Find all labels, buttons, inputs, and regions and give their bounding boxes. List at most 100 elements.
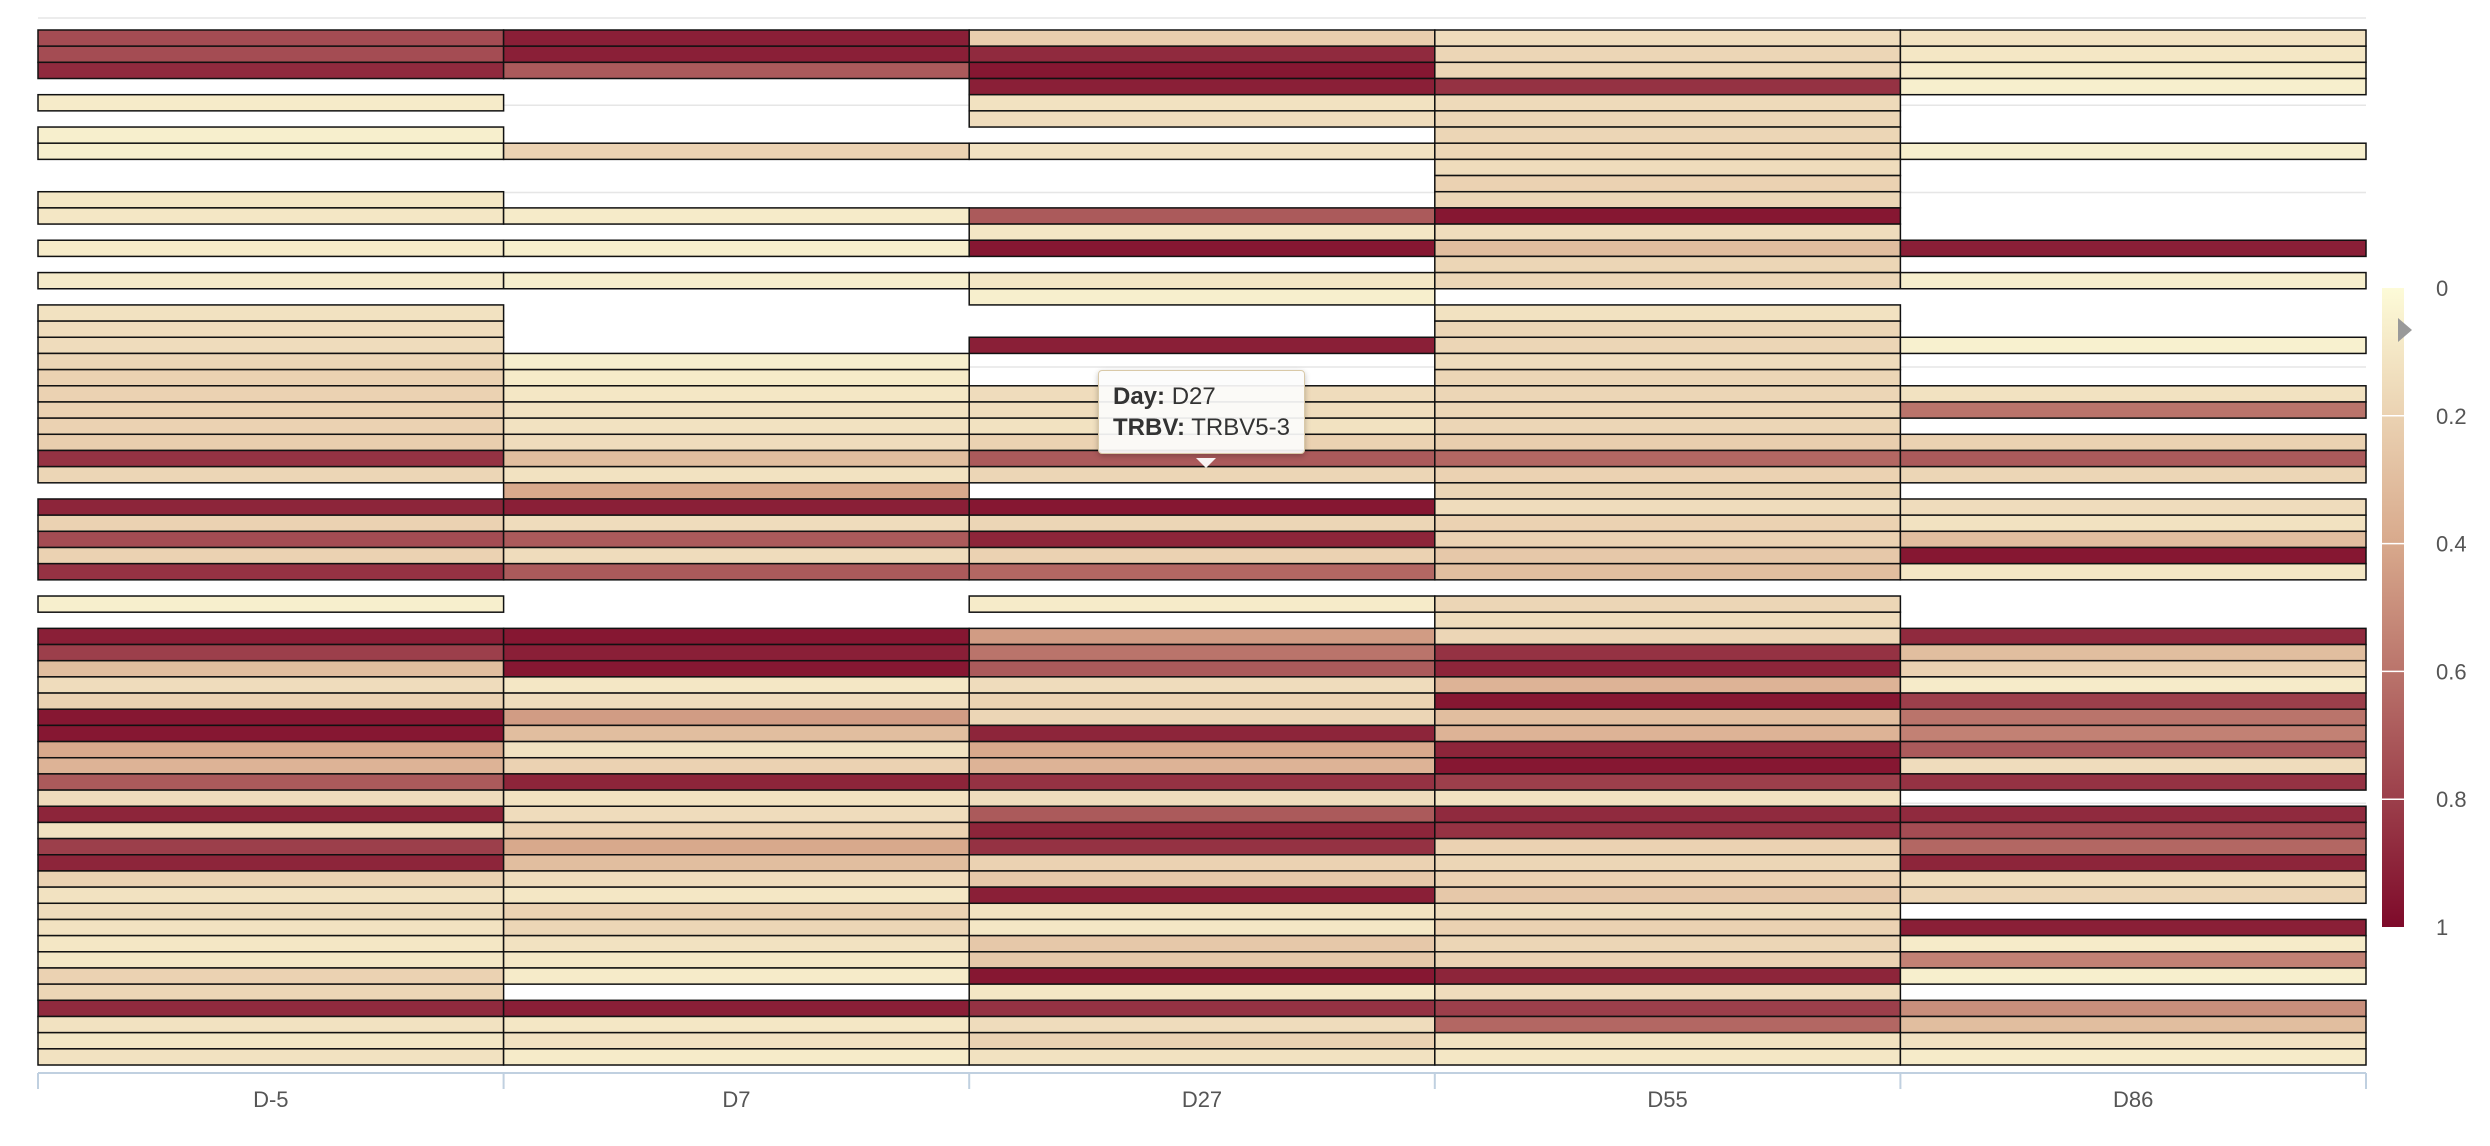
heatmap-cell[interactable] xyxy=(1899,530,2367,549)
heatmap-cell[interactable] xyxy=(1899,967,2367,985)
heatmap-cell[interactable] xyxy=(1899,676,2367,694)
heatmap-cell[interactable] xyxy=(1899,740,2367,759)
heatmap-cell[interactable] xyxy=(1899,708,2367,727)
heatmap-cell[interactable] xyxy=(1434,546,1902,565)
heatmap-cell[interactable] xyxy=(1434,482,1902,500)
heatmap-cell[interactable] xyxy=(1434,465,1902,484)
heatmap-cell[interactable] xyxy=(1434,918,1902,937)
heatmap-cell[interactable] xyxy=(968,724,1436,743)
heatmap-cell[interactable] xyxy=(502,1031,970,1050)
heatmap-cell[interactable] xyxy=(1899,385,2367,403)
heatmap-cell[interactable] xyxy=(1434,789,1902,807)
heatmap-cell[interactable] xyxy=(37,368,505,387)
heatmap-cell[interactable] xyxy=(1899,643,2367,662)
heatmap-cell[interactable] xyxy=(37,999,505,1018)
heatmap-cell[interactable] xyxy=(37,239,505,258)
heatmap-cell[interactable] xyxy=(502,643,970,662)
heatmap-cell[interactable] xyxy=(1434,627,1902,646)
heatmap-cell[interactable] xyxy=(1899,546,2367,565)
heatmap-cell[interactable] xyxy=(502,805,970,824)
heatmap-cell[interactable] xyxy=(1434,29,1902,47)
heatmap-cell[interactable] xyxy=(1434,530,1902,549)
heatmap-cell[interactable] xyxy=(968,595,1436,613)
heatmap-cell[interactable] xyxy=(502,562,970,581)
heatmap-cell[interactable] xyxy=(502,45,970,64)
heatmap-cell[interactable] xyxy=(968,239,1436,258)
heatmap-cell[interactable] xyxy=(1899,514,2367,533)
heatmap-cell[interactable] xyxy=(968,110,1436,128)
heatmap-cell[interactable] xyxy=(502,627,970,646)
heatmap-cell[interactable] xyxy=(1434,110,1902,128)
heatmap-cell[interactable] xyxy=(1899,854,2367,872)
heatmap-cell[interactable] xyxy=(968,902,1436,921)
heatmap-cell[interactable] xyxy=(37,336,505,355)
heatmap-cell[interactable] xyxy=(1899,692,2367,710)
heatmap-cell[interactable] xyxy=(968,854,1436,872)
heatmap-cell[interactable] xyxy=(1434,886,1902,905)
heatmap-cell[interactable] xyxy=(502,967,970,985)
heatmap-cell[interactable] xyxy=(502,676,970,694)
heatmap-cell[interactable] xyxy=(968,465,1436,484)
heatmap-cell[interactable] xyxy=(502,918,970,937)
heatmap-cell[interactable] xyxy=(1434,93,1902,112)
heatmap-cell[interactable] xyxy=(1434,595,1902,613)
heatmap-cell[interactable] xyxy=(37,676,505,694)
heatmap-cell[interactable] xyxy=(37,854,505,872)
heatmap-cell[interactable] xyxy=(968,676,1436,694)
heatmap-cell[interactable] xyxy=(502,352,970,371)
heatmap-cell[interactable] xyxy=(1899,870,2367,888)
heatmap-cell[interactable] xyxy=(1434,239,1902,258)
heatmap-cell[interactable] xyxy=(1434,61,1902,80)
heatmap-cell[interactable] xyxy=(37,207,505,225)
heatmap-cell[interactable] xyxy=(37,93,505,112)
heatmap-cell[interactable] xyxy=(502,546,970,565)
heatmap-cell[interactable] xyxy=(502,417,970,436)
heatmap-cell[interactable] xyxy=(502,271,970,290)
heatmap-cell[interactable] xyxy=(1899,271,2367,290)
heatmap-cell[interactable] xyxy=(502,740,970,759)
heatmap-cell[interactable] xyxy=(37,190,505,209)
heatmap-cell[interactable] xyxy=(1899,29,2367,47)
heatmap-cell[interactable] xyxy=(1899,918,2367,937)
heatmap-cell[interactable] xyxy=(968,870,1436,888)
heatmap-cell[interactable] xyxy=(1899,449,2367,468)
heatmap-cell[interactable] xyxy=(37,417,505,436)
heatmap-cell[interactable] xyxy=(1434,1031,1902,1050)
heatmap-cell[interactable] xyxy=(968,643,1436,662)
heatmap-cell[interactable] xyxy=(37,29,505,47)
heatmap-cell[interactable] xyxy=(1434,821,1902,840)
heatmap-cell[interactable] xyxy=(37,692,505,710)
heatmap-cell[interactable] xyxy=(1434,174,1902,193)
heatmap-cell[interactable] xyxy=(37,498,505,516)
heatmap-cell[interactable] xyxy=(968,999,1436,1018)
heatmap-cell[interactable] xyxy=(1899,61,2367,80)
heatmap-cell[interactable] xyxy=(502,756,970,775)
heatmap-cell[interactable] xyxy=(1899,498,2367,516)
heatmap-cell[interactable] xyxy=(37,724,505,743)
heatmap-cell[interactable] xyxy=(1434,190,1902,209)
heatmap-cell[interactable] xyxy=(502,514,970,533)
heatmap-cell[interactable] xyxy=(502,821,970,840)
heatmap-cell[interactable] xyxy=(1434,304,1902,322)
heatmap-cell[interactable] xyxy=(1899,239,2367,258)
heatmap-cell[interactable] xyxy=(502,886,970,905)
heatmap-cell[interactable] xyxy=(1899,659,2367,678)
heatmap-cell[interactable] xyxy=(1434,77,1902,96)
heatmap-cell[interactable] xyxy=(502,498,970,516)
heatmap-cell[interactable] xyxy=(968,934,1436,953)
heatmap-cell[interactable] xyxy=(968,514,1436,533)
heatmap-cell[interactable] xyxy=(502,401,970,419)
heatmap-cell[interactable] xyxy=(1434,740,1902,759)
heatmap-cell[interactable] xyxy=(1434,659,1902,678)
heatmap-cell[interactable] xyxy=(502,1015,970,1034)
heatmap-cell[interactable] xyxy=(1434,207,1902,225)
heatmap-cell[interactable] xyxy=(1899,142,2367,161)
heatmap-cell[interactable] xyxy=(37,45,505,64)
heatmap-cell[interactable] xyxy=(502,61,970,80)
heatmap-cell[interactable] xyxy=(502,951,970,969)
heatmap-cell[interactable] xyxy=(502,999,970,1018)
heatmap-cell[interactable] xyxy=(502,465,970,484)
heatmap-cell[interactable] xyxy=(502,368,970,387)
heatmap-cell[interactable] xyxy=(1434,320,1902,339)
heatmap-cell[interactable] xyxy=(1434,999,1902,1018)
